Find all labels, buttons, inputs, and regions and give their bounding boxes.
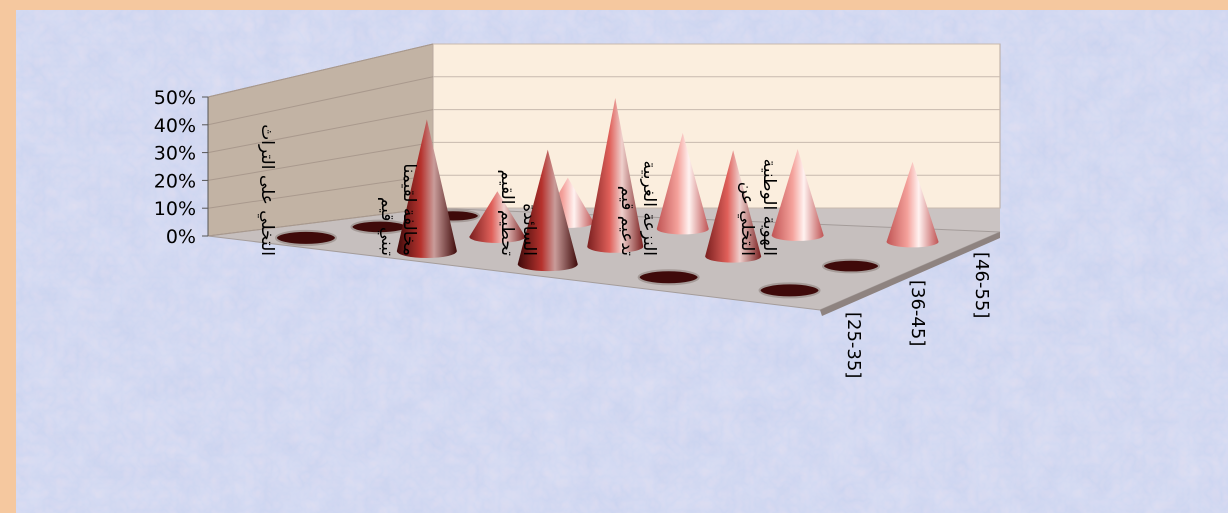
x-tick-label: تحطيم القيم السائدة <box>497 170 539 257</box>
y-tick-label: 20% <box>154 170 196 192</box>
x-tick-label: التخلي عن الهوية الوطنية <box>737 159 779 256</box>
series-label: [25-35] <box>843 312 864 378</box>
x-axis-labels: التخلي على التراث تبني قيم مخالفة لقيمنا تح… <box>257 124 779 256</box>
cone-mark <box>771 148 824 241</box>
gridline-side <box>207 207 434 237</box>
cone-mark <box>469 191 526 243</box>
cone-mark <box>396 119 457 259</box>
y-tick-label: 0% <box>166 226 196 248</box>
cone-base-zero <box>637 269 700 286</box>
y-tick-label: 30% <box>154 143 196 165</box>
cone-mark <box>705 150 762 263</box>
gridline-side <box>207 43 434 98</box>
gridline-side <box>207 141 434 181</box>
x-tick-label: تبني قيم مخالفة لقيمنا <box>377 163 419 256</box>
gridline-side <box>207 174 434 209</box>
y-tick-label: 50% <box>154 87 196 109</box>
x-tick-label: التخلي على التراث <box>257 124 277 256</box>
y-axis: 0% 10% 20% 30% 40% 50% <box>154 87 209 248</box>
series-label: [46-55] <box>971 252 992 318</box>
x-tick-label: تدعيم قيم النزعة الغربية <box>617 160 659 256</box>
y-tick-label: 40% <box>154 115 196 137</box>
cone-base-zero <box>822 258 881 274</box>
cone-mark <box>517 149 578 272</box>
cone-mark <box>886 161 939 248</box>
cone-base-zero <box>274 229 337 246</box>
floor-edge <box>820 232 1000 316</box>
gridline-side <box>207 76 434 126</box>
cones <box>274 98 939 299</box>
gridline-side <box>207 109 434 154</box>
series-axis-labels: [25-35] [36-45] [46-55] <box>843 252 992 378</box>
cone-base-zero <box>758 282 821 299</box>
cone-mark <box>656 132 709 235</box>
cone-mark <box>587 98 644 253</box>
series-label: [36-45] <box>907 280 928 346</box>
y-tick-label: 10% <box>154 198 196 220</box>
